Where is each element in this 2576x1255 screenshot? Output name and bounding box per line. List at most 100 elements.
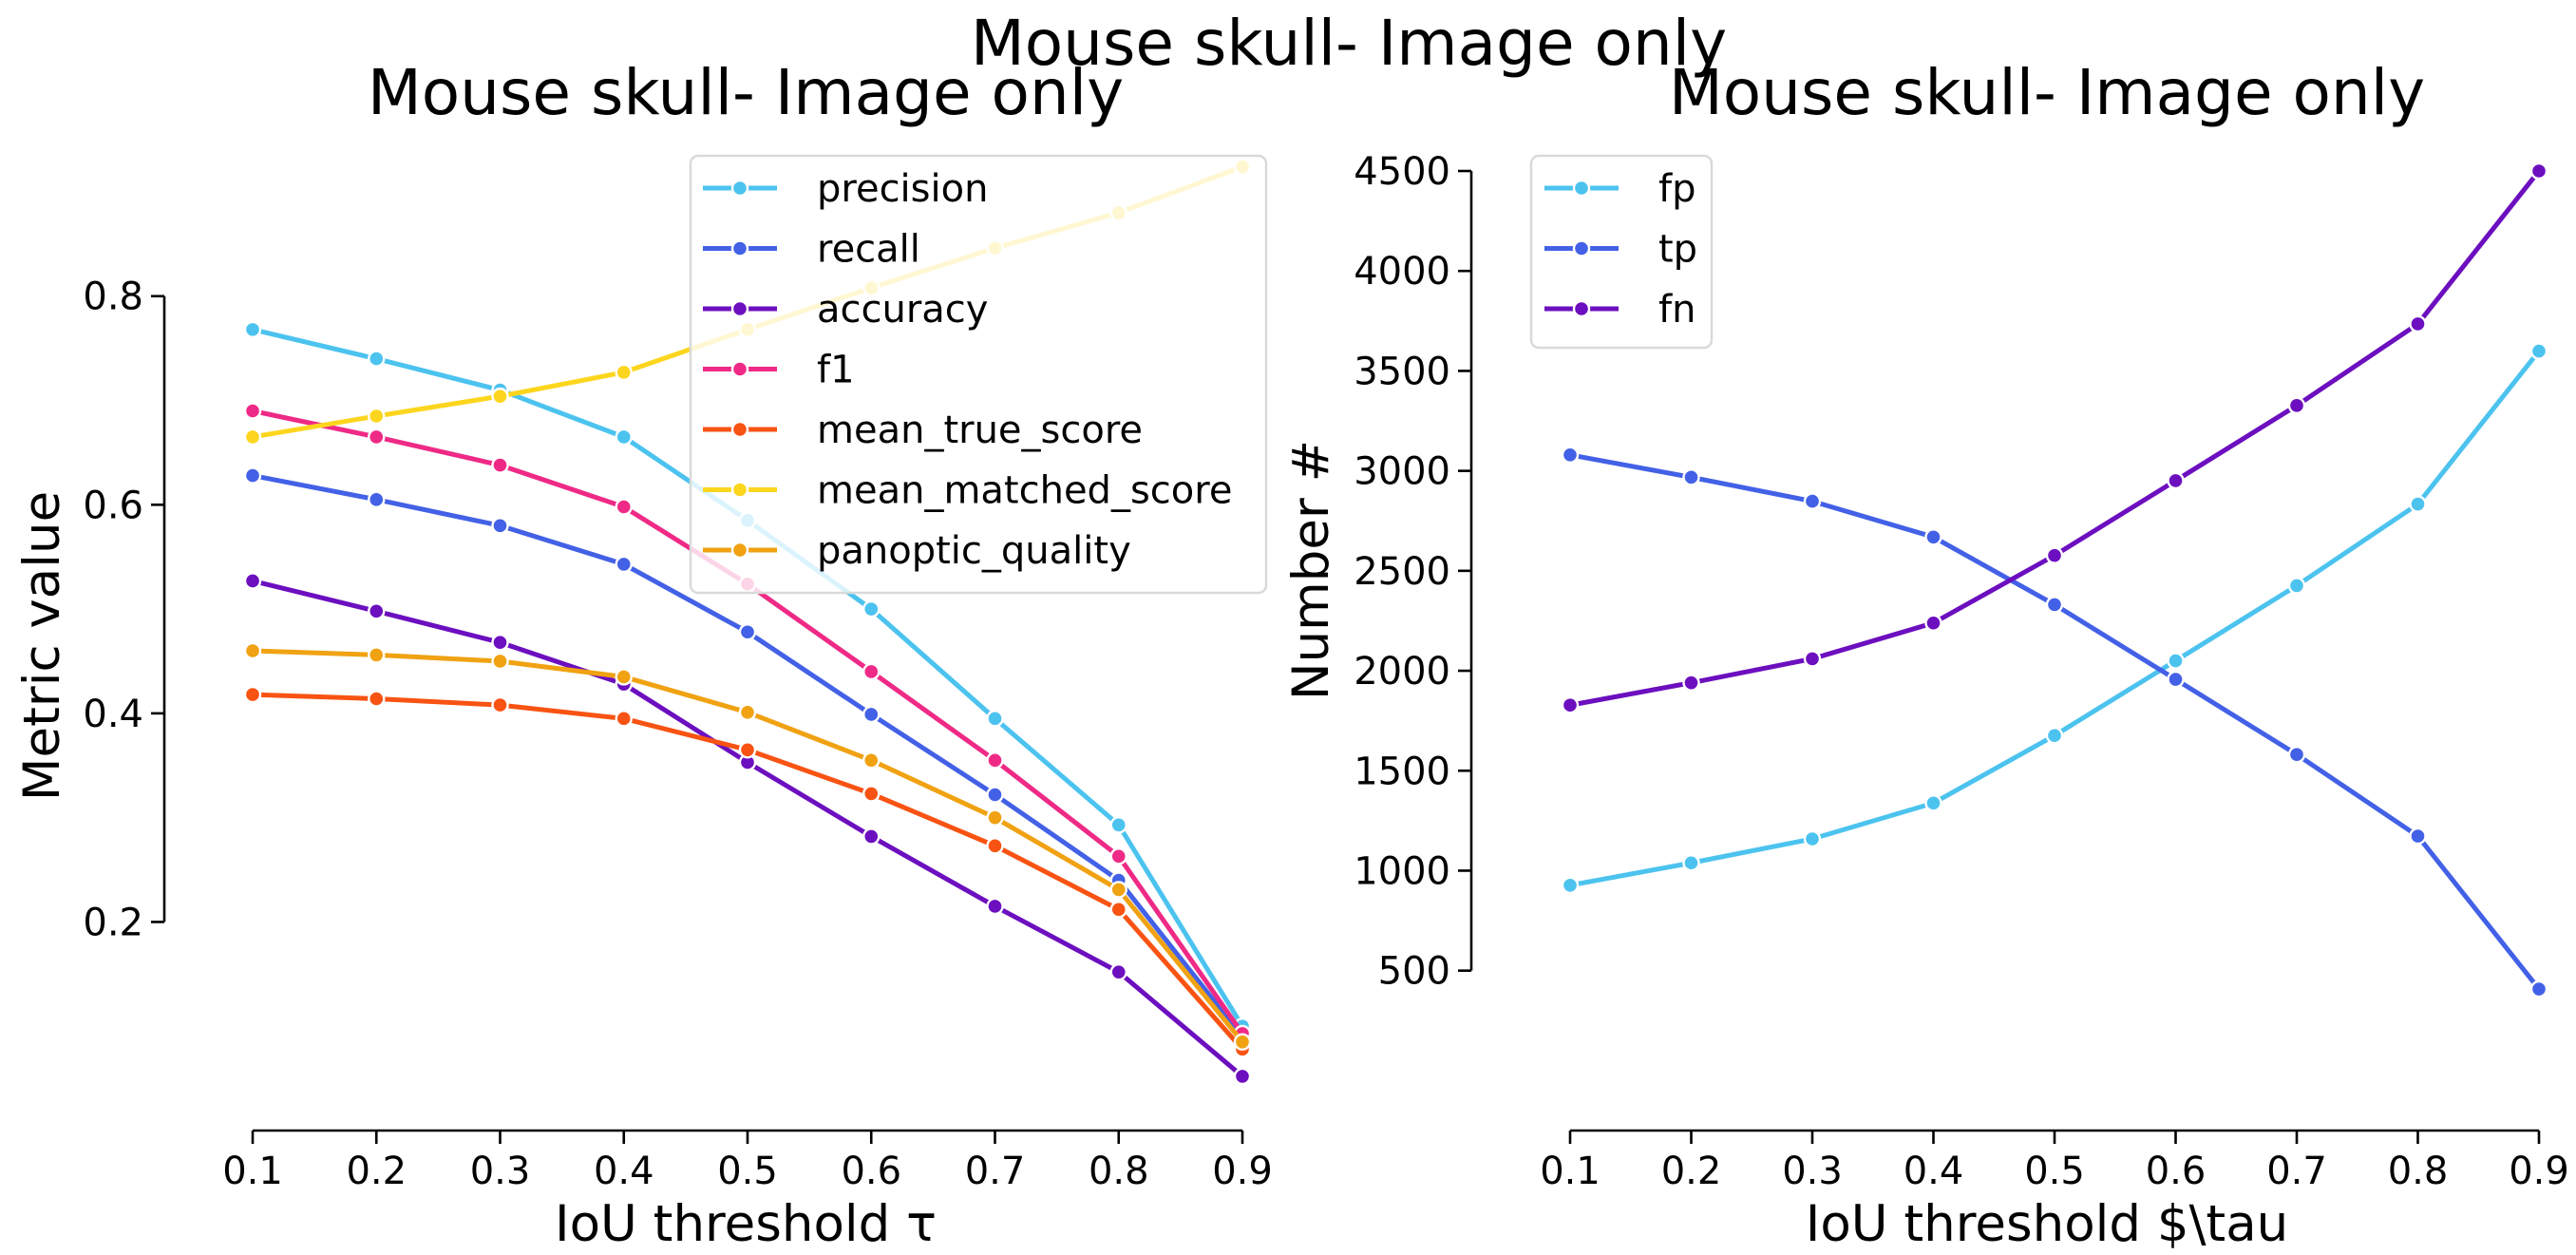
- right-data-point-fp: [1682, 854, 1700, 872]
- left-data-point-precision: [368, 350, 386, 368]
- right-x-tick-label: 0.4: [1904, 1150, 1964, 1193]
- left-data-point-mean_true_score: [1109, 901, 1127, 919]
- right-data-point-tp: [1924, 528, 1942, 546]
- right-data-point-tp: [2409, 827, 2427, 846]
- right-chart-title: Mouse skull- Image only: [1669, 56, 2425, 129]
- left-x-tick-label: 0.4: [594, 1150, 654, 1193]
- left-legend-marker-panoptic_quality: [730, 541, 749, 560]
- left-data-point-mean_matched_score: [243, 428, 262, 447]
- right-data-point-tp: [1561, 446, 1580, 464]
- left-x-tick-label: 0.8: [1089, 1150, 1149, 1193]
- left-data-point-accuracy: [986, 897, 1004, 916]
- left-metric-chart: Mouse skull- Image only 0.20.40.60.80.1 0…: [13, 56, 1273, 1253]
- left-data-point-accuracy: [243, 572, 262, 590]
- right-data-point-fp: [2167, 652, 2185, 670]
- right-data-point-fp: [1924, 794, 1942, 812]
- left-data-point-f1: [986, 751, 1004, 770]
- left-legend-label-recall: recall: [817, 228, 920, 272]
- right-data-point-tp: [1682, 468, 1700, 486]
- right-x-tick-label: 0.3: [1782, 1150, 1843, 1193]
- left-data-point-recall: [615, 555, 633, 574]
- left-y-tick-label: 0.2: [83, 901, 143, 944]
- right-data-point-tp: [2529, 979, 2548, 998]
- left-legend-marker-f1: [730, 360, 749, 378]
- left-data-point-precision: [243, 320, 262, 339]
- left-data-point-panoptic_quality: [986, 808, 1004, 827]
- right-legend-marker-fp: [1572, 179, 1591, 198]
- right-data-point-fn: [1682, 674, 1700, 692]
- left-y-tick-label: 0.8: [83, 276, 143, 319]
- left-legend-item-mean_true_score: mean_true_score: [703, 409, 1143, 452]
- left-chart-title: Mouse skull- Image only: [368, 56, 1124, 129]
- left-data-point-recall: [368, 490, 386, 509]
- right-x-tick-label: 0.5: [2024, 1150, 2085, 1193]
- right-series-fn: [1561, 162, 2548, 714]
- left-data-point-panoptic_quality: [243, 641, 262, 660]
- right-chart-x-axis-label: IoU threshold $\tau: [1806, 1195, 2289, 1253]
- right-count-chart: Mouse skull- Image only 500 1000 1500 2000 2…: [1282, 56, 2569, 1253]
- right-data-point-fp: [2529, 342, 2548, 360]
- left-legend-label-mean_true_score: mean_true_score: [817, 409, 1143, 452]
- left-data-point-f1: [862, 662, 881, 681]
- left-legend-item-recall: recall: [703, 228, 920, 272]
- left-series-mean_true_score: [243, 685, 1252, 1058]
- left-x-tick-label: 0.6: [841, 1150, 901, 1193]
- right-data-point-fp: [2287, 577, 2306, 595]
- right-x-tick-label: 0.7: [2266, 1150, 2327, 1193]
- right-chart-y-axis-label: Number #: [1282, 440, 1340, 700]
- left-data-point-panoptic_quality: [738, 703, 757, 721]
- left-legend-item-precision: precision: [703, 167, 988, 211]
- left-data-point-precision: [615, 428, 633, 447]
- right-legend-frame: [1529, 154, 1714, 350]
- left-data-point-precision: [986, 710, 1004, 728]
- left-data-point-mean_true_score: [615, 710, 633, 728]
- right-legend-label-fp: fp: [1658, 167, 1695, 211]
- right-data-point-fn: [1561, 696, 1580, 714]
- left-data-point-panoptic_quality: [1233, 1033, 1252, 1051]
- right-data-point-fn: [2167, 471, 2185, 490]
- left-chart-y-axis-label: Metric value: [13, 491, 71, 801]
- right-series-fp: [1561, 342, 2548, 895]
- left-data-point-mean_true_score: [243, 685, 262, 704]
- right-legend-marker-tp: [1572, 239, 1591, 257]
- right-y-tick-label: 3000: [1354, 450, 1450, 494]
- right-legend-item-fp: fp: [1544, 167, 1695, 211]
- left-data-point-accuracy: [1233, 1067, 1252, 1086]
- right-series-line-fp: [1567, 349, 2542, 888]
- left-data-point-recall: [862, 705, 881, 724]
- right-y-tick-label: 4000: [1354, 250, 1450, 294]
- left-legend-frame: [689, 154, 1268, 595]
- right-y-tick-label: 4500: [1354, 150, 1450, 194]
- left-legend-label-panoptic_quality: panoptic_quality: [817, 529, 1131, 573]
- left-legend-marker-precision: [730, 179, 749, 198]
- left-data-point-mean_true_score: [986, 837, 1004, 855]
- left-legend-label-f1: f1: [817, 349, 855, 392]
- right-data-point-fn: [2045, 546, 2064, 564]
- left-data-point-recall: [243, 466, 262, 485]
- right-y-tick-label: 2000: [1354, 650, 1450, 694]
- left-data-point-f1: [491, 456, 509, 474]
- right-data-point-fn: [2287, 396, 2306, 415]
- left-data-point-accuracy: [1109, 962, 1127, 981]
- left-x-tick-label: 0.3: [470, 1150, 531, 1193]
- left-data-point-panoptic_quality: [615, 668, 633, 686]
- right-x-tick-label: 0.2: [1661, 1150, 1722, 1193]
- left-legend-item-f1: f1: [703, 349, 855, 392]
- right-data-point-fn: [2529, 162, 2548, 181]
- right-data-point-fp: [2045, 727, 2064, 745]
- right-legend-item-tp: tp: [1544, 228, 1697, 272]
- left-data-point-accuracy: [862, 827, 881, 846]
- left-x-tick-label: 0.2: [346, 1150, 407, 1193]
- left-legend-marker-accuracy: [730, 299, 749, 318]
- left-legend-marker-mean_true_score: [730, 420, 749, 439]
- left-chart-legend: precision recall accuracy f1 mean_true_score…: [689, 154, 1268, 595]
- left-data-point-panoptic_quality: [1109, 881, 1127, 899]
- left-data-point-mean_true_score: [738, 741, 757, 759]
- right-series-tp: [1561, 446, 2548, 998]
- right-y-tick-label: 500: [1378, 950, 1450, 994]
- right-data-point-tp: [1803, 492, 1822, 510]
- left-data-point-panoptic_quality: [491, 652, 509, 671]
- right-legend-marker-fn: [1572, 299, 1591, 318]
- left-data-point-panoptic_quality: [368, 646, 386, 664]
